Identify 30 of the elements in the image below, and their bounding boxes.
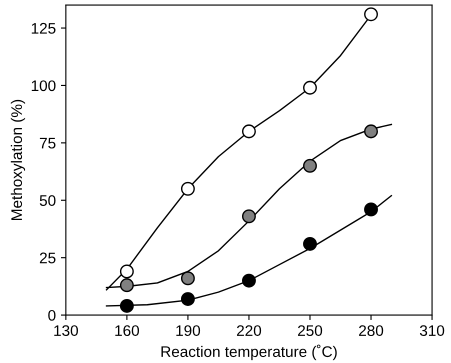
point (242, 274, 256, 288)
y-tick-label: 25 (40, 252, 56, 264)
x-tick-label: 130 (54, 325, 78, 336)
point (180, 271, 195, 286)
point (303, 80, 317, 95)
x-tick-label: 220 (236, 325, 262, 336)
x-tick-label: 310 (420, 325, 444, 336)
y-tick-label: 75 (40, 138, 56, 149)
point (180, 182, 195, 196)
x-axis-title: Reaction temperature (˚C) (161, 344, 337, 360)
y-tick-label: 100 (32, 80, 56, 92)
point (242, 124, 256, 138)
point (242, 209, 256, 224)
y-tick-label: 50 (40, 195, 56, 206)
x-tick-label: 160 (115, 325, 140, 336)
point (120, 264, 134, 278)
point (120, 278, 134, 292)
point (303, 236, 317, 251)
y-axis-title: Methoxylation (%) (10, 100, 26, 220)
point (180, 292, 195, 306)
point (364, 202, 378, 216)
y-tick-label: 0 (48, 310, 56, 321)
x-tick-label: 190 (176, 325, 200, 336)
point (120, 298, 134, 313)
point (303, 158, 317, 173)
x-tick-label: 250 (298, 325, 322, 336)
y-tick-label: 125 (32, 22, 56, 34)
x-tick-label: 280 (359, 325, 384, 336)
point (364, 124, 378, 138)
point (364, 7, 378, 22)
